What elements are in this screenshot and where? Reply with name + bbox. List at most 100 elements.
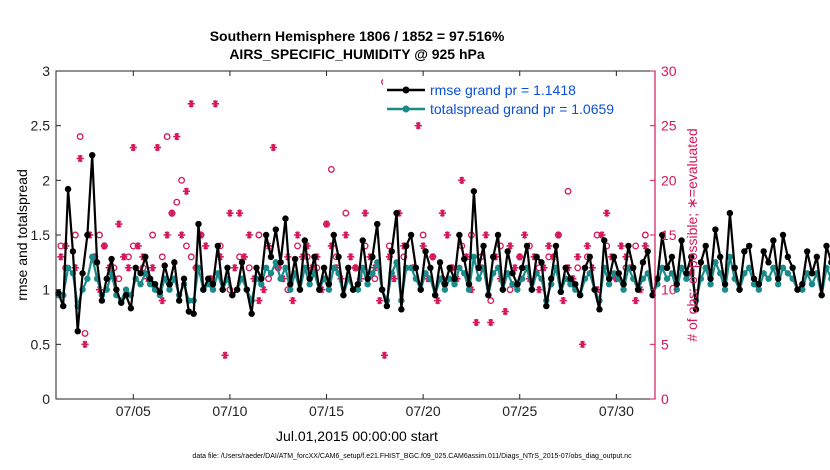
totalspread-point: [707, 281, 714, 288]
y-right-tick-label: 20: [661, 172, 677, 188]
x-tick-label: 07/25: [502, 403, 537, 419]
y-right-tick-label: 30: [661, 63, 677, 79]
rmse-point: [403, 242, 410, 250]
rmse-point: [412, 264, 420, 271]
rmse-point: [320, 264, 328, 271]
rmse-point: [166, 281, 173, 288]
y-left-tick-label: 1.5: [31, 227, 51, 243]
obs-evaluated-point: [434, 297, 442, 305]
totalspread-point: [456, 264, 463, 271]
rmse-point: [610, 253, 618, 261]
obs-evaluated-point: [443, 231, 451, 239]
rmse-point: [750, 275, 758, 282]
totalspread-point: [330, 264, 337, 271]
rmse-point: [576, 291, 584, 299]
rmse-point: [369, 253, 376, 261]
obs-evaluated-point: [347, 253, 355, 261]
obs-possible-point: [245, 264, 253, 272]
totalspread-point: [779, 264, 787, 271]
obs-evaluated-point: [583, 242, 591, 250]
totalspread-point: [137, 281, 144, 288]
rmse-point: [451, 275, 458, 282]
obs-evaluated-point: [120, 253, 128, 261]
totalspread-point: [166, 286, 173, 293]
legend-rmse-label: rmse grand pr = 1.1418: [430, 82, 576, 98]
rmse-point: [654, 275, 661, 282]
rmse-point: [398, 306, 405, 313]
rmse-point: [282, 215, 289, 222]
legend: rmse grand pr = 1.1418 totalspread grand…: [383, 78, 651, 120]
obs-evaluated-point: [115, 220, 123, 228]
obs-evaluated-point: [520, 231, 529, 239]
rmse-point: [349, 286, 357, 293]
rmse-point: [528, 286, 536, 293]
rmse-point: [673, 281, 680, 288]
rmse-point: [359, 237, 366, 244]
rmse-point: [470, 188, 478, 195]
obs-possible-point: [255, 231, 263, 239]
rmse-point: [122, 291, 130, 299]
obs-possible-point: [327, 165, 335, 173]
obs-evaluated-point: [574, 253, 582, 261]
rmse-point: [456, 231, 463, 239]
rmse-point: [596, 306, 603, 313]
rmse-point: [272, 226, 279, 233]
rmse-point: [79, 270, 86, 277]
rmse-point: [533, 253, 540, 261]
rmse-point: [60, 302, 67, 310]
rmse-point: [190, 310, 197, 317]
obs-evaluated-point: [414, 122, 422, 130]
obs-possible-point: [173, 198, 181, 206]
obs-evaluated-point: [487, 318, 495, 327]
obs-possible-point: [342, 209, 350, 217]
obs-possible-point: [163, 133, 171, 141]
totalspread-point: [451, 281, 458, 288]
obs-possible-point: [187, 253, 195, 261]
rmse-point: [374, 220, 381, 228]
totalspread-point: [364, 281, 371, 288]
rmse-point: [572, 281, 579, 288]
obs-evaluated-point: [211, 100, 220, 108]
obs-possible-point: [632, 242, 640, 250]
rmse-point: [702, 242, 709, 250]
rmse-point: [417, 286, 424, 293]
totalspread-point: [369, 270, 376, 277]
rmse-point: [741, 248, 748, 255]
obs-evaluated-point: [293, 231, 302, 239]
rmse-point: [523, 242, 531, 250]
totalspread-point: [89, 253, 96, 261]
totalspread-point: [441, 286, 449, 293]
rmse-point: [185, 308, 193, 315]
plot-area: [56, 71, 655, 399]
obs-evaluated-point: [182, 187, 191, 195]
obs-possible-point: [487, 297, 495, 305]
rmse-point: [668, 253, 676, 261]
legend-spread-label: totalspread grand pr = 1.0659: [430, 101, 614, 117]
rmse-point: [287, 281, 294, 288]
axis-ticks: 07/05 07/10 07/15 07/20 07/25 07/30 0 0.5 1 1.5 2 2…: [31, 63, 677, 419]
rmse-point: [345, 264, 352, 271]
obs-evaluated-point: [231, 264, 239, 272]
rmse-point: [465, 281, 473, 288]
rmse-point: [678, 237, 685, 244]
y-left-tick-label: 2: [42, 172, 50, 188]
obs-evaluated-point: [81, 340, 89, 348]
rmse-point: [460, 255, 468, 263]
rmse-point: [161, 262, 168, 269]
rmse-point: [238, 259, 246, 266]
obs-evaluated-point: [289, 297, 297, 305]
rmse-point: [383, 302, 391, 310]
rmse-point: [171, 259, 178, 266]
rmse-point: [253, 264, 260, 271]
rmse-point: [659, 231, 666, 239]
rmse-point: [204, 275, 212, 282]
obs-possible-point: [371, 275, 379, 283]
totalspread-point: [287, 286, 294, 293]
rmse-point: [151, 281, 159, 288]
rmse-point: [118, 299, 125, 306]
rmse-point: [557, 288, 565, 296]
rmse-point: [243, 286, 251, 293]
rmse-point: [509, 270, 516, 277]
obs-evaluated-point: [554, 231, 562, 239]
rmse-point: [84, 231, 91, 239]
